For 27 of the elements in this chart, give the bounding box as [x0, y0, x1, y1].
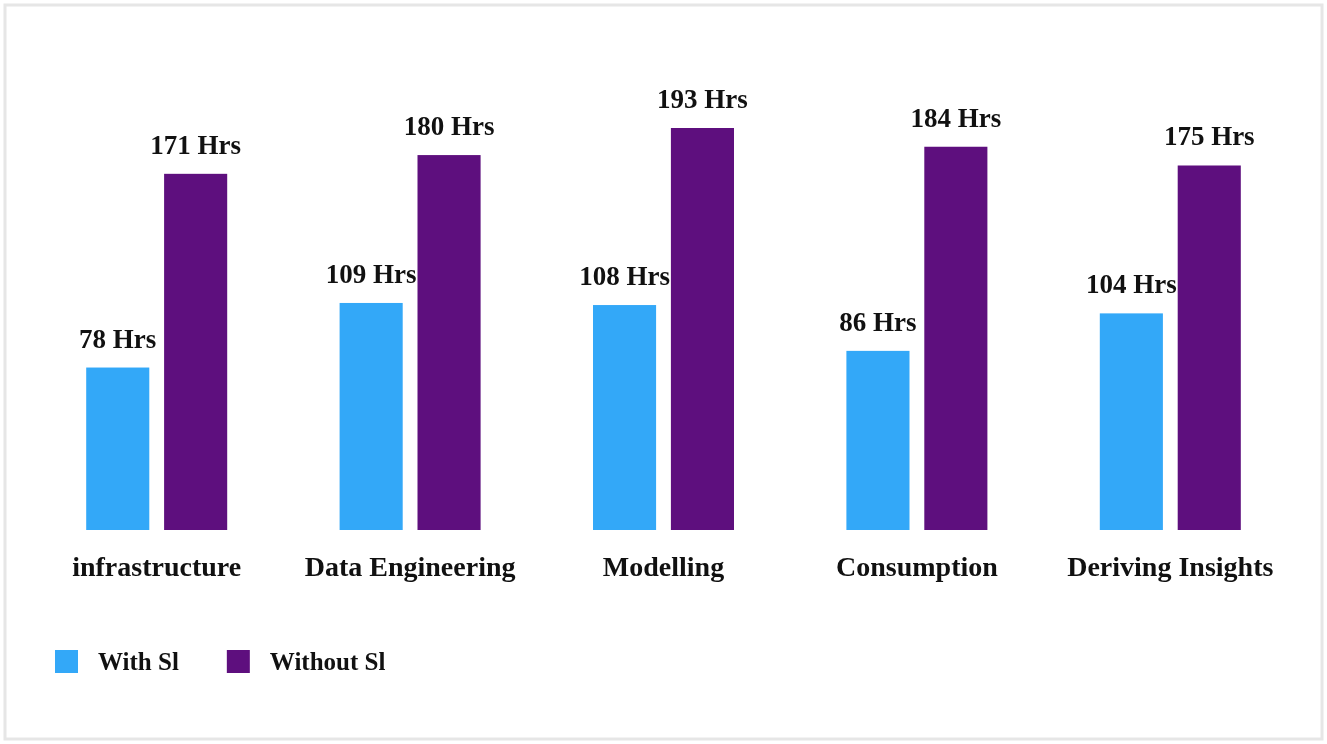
- bar: [670, 128, 734, 530]
- bar: [164, 173, 228, 530]
- bar: [1177, 165, 1241, 530]
- bar: [1099, 313, 1163, 530]
- data-label: 86 Hrs: [839, 306, 917, 337]
- data-label: 175 Hrs: [1163, 121, 1255, 152]
- data-label: 108 Hrs: [579, 261, 670, 292]
- data-label: 78 Hrs: [79, 323, 157, 354]
- data-label: 171 Hrs: [150, 129, 242, 160]
- x-tick-label: infrastructure: [72, 551, 242, 582]
- legend-label: With Sl: [98, 648, 179, 675]
- data-label: 193 Hrs: [657, 84, 748, 114]
- bar: [593, 305, 657, 530]
- x-tick-label: Consumption: [835, 551, 999, 582]
- data-label: 109 Hrs: [325, 258, 417, 289]
- bar: [86, 367, 150, 530]
- data-label: 104 Hrs: [1085, 269, 1177, 300]
- bar: [339, 302, 403, 530]
- x-tick-label: Deriving Insights: [1067, 551, 1274, 582]
- x-tick-label: Data Engineering: [304, 551, 516, 582]
- data-label: 184 Hrs: [910, 102, 1002, 133]
- x-tick-label: Modelling: [602, 551, 725, 582]
- bar: [846, 350, 910, 530]
- data-label: 180 Hrs: [403, 111, 495, 142]
- bar: [924, 146, 988, 530]
- bar: [417, 155, 481, 530]
- legend-label: Without Sl: [269, 648, 386, 675]
